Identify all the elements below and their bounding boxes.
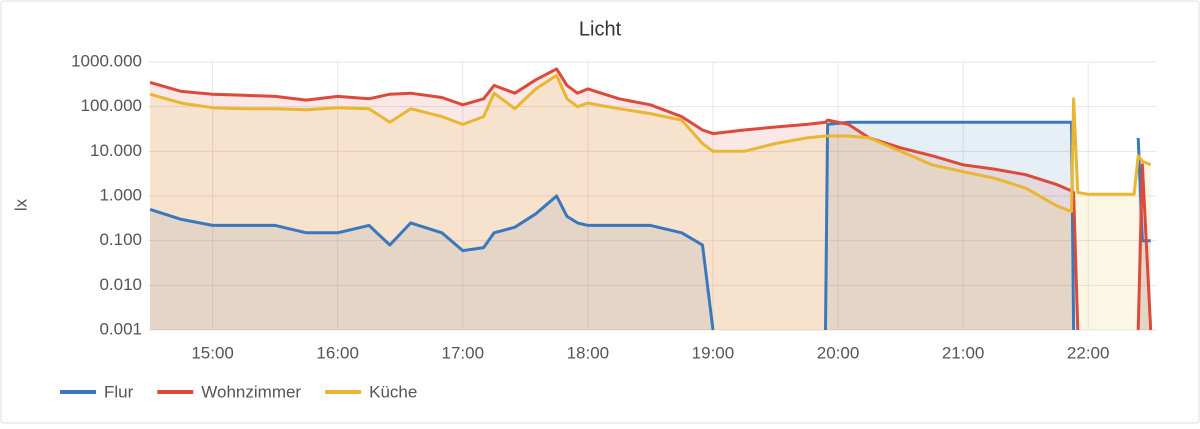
x-tick-label: 18:00: [567, 343, 610, 362]
legend-label: Küche: [369, 382, 417, 401]
legend-label: Wohnzimmer: [201, 382, 301, 401]
x-tick-label: 15:00: [191, 343, 234, 362]
x-tick-label: 21:00: [942, 343, 985, 362]
x-tick-label: 19:00: [692, 343, 735, 362]
y-tick-label: 100.000: [81, 96, 142, 115]
series-line: [149, 73, 1152, 213]
y-axis-label: lx: [11, 198, 30, 211]
grid: 0.001 0.010 0.100 1.000 10.000 100.000 1000.00…: [71, 51, 1157, 362]
y-tick-label: 1000.000: [71, 51, 142, 70]
legend-label: Flur: [104, 382, 134, 401]
y-tick-label: 10.000: [90, 141, 142, 160]
x-tick-label: 22:00: [1067, 343, 1110, 362]
x-tick-label: 16:00: [316, 343, 359, 362]
x-tick-label: 20:00: [817, 343, 860, 362]
y-tick-label: 0.001: [99, 319, 142, 338]
y-tick-label: 0.010: [99, 275, 142, 294]
series-area: [825, 122, 1074, 330]
series-area: [150, 75, 1151, 331]
x-tick-label: 17:00: [442, 343, 485, 362]
series-area: [150, 68, 1078, 331]
series-line: [149, 67, 1153, 331]
chart-title: Licht: [579, 18, 622, 40]
y-tick-label: 0.100: [99, 230, 142, 249]
lines: [149, 67, 1153, 331]
fills: [150, 68, 1151, 331]
y-tick-label: 1.000: [99, 185, 142, 204]
legend: Flur Wohnzimmer Küche: [60, 382, 417, 401]
